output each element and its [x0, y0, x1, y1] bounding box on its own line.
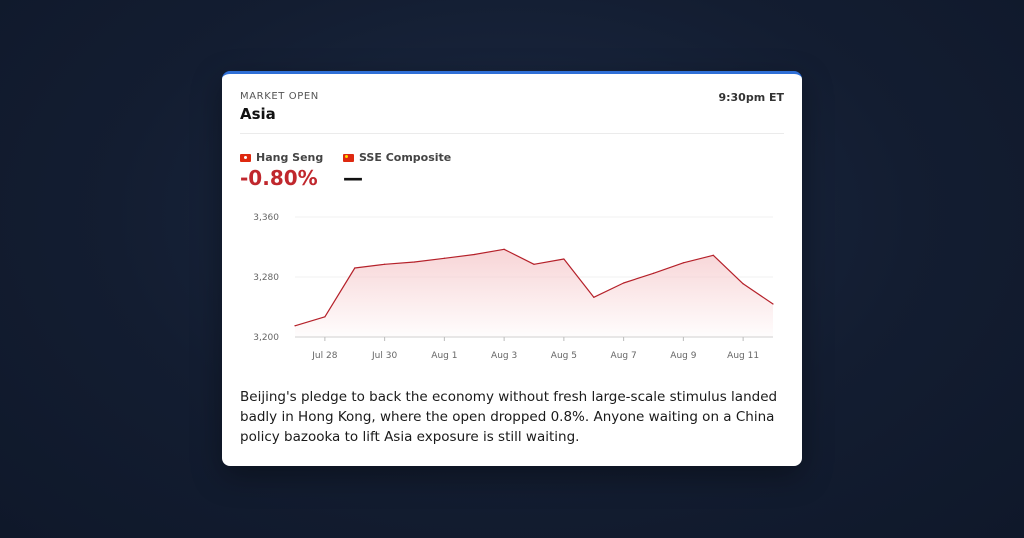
- y-tick-label: 3,280: [253, 273, 279, 283]
- data-point: [652, 272, 655, 274]
- data-point: [384, 263, 386, 265]
- data-point: [354, 267, 356, 269]
- x-tick-label: Aug 5: [551, 351, 577, 361]
- data-point: [593, 296, 595, 298]
- data-point: [324, 316, 326, 318]
- china-flag-icon: [343, 153, 354, 162]
- data-point: [563, 258, 565, 260]
- data-point: [742, 283, 744, 285]
- data-point: [503, 248, 505, 250]
- y-tick-label: 3,360: [253, 213, 279, 223]
- y-tick-label: 3,200: [253, 333, 279, 343]
- index-name: Hang Seng: [256, 151, 324, 164]
- x-tick-label: Aug 1: [431, 351, 457, 361]
- region-title: Asia: [240, 105, 276, 123]
- price-chart: 3,360 3,280 3,200 Jul 28 Jul 30 Aug 1 Aug 3 Aug…: [253, 213, 774, 361]
- data-point: [294, 325, 296, 327]
- index-hang-seng[interactable]: Hang Seng -0.80%: [240, 151, 323, 190]
- market-time: 9:30pm ET: [718, 91, 784, 104]
- index-name: SSE Composite: [359, 151, 452, 164]
- header-divider: [240, 133, 784, 134]
- market-status-label: MARKET OPEN: [240, 91, 319, 102]
- x-tick-label: Jul 28: [311, 351, 337, 361]
- x-tick-label: Aug 7: [611, 351, 637, 361]
- market-commentary: Beijing's pledge to back the economy wit…: [240, 389, 778, 445]
- data-point: [712, 254, 714, 256]
- index-sse-composite[interactable]: SSE Composite —: [343, 151, 451, 190]
- index-change: -0.80%: [240, 166, 318, 190]
- data-point: [533, 263, 535, 265]
- data-point: [443, 257, 445, 259]
- x-tick-label: Jul 30: [371, 351, 397, 361]
- hong-kong-flag-icon: [240, 153, 251, 162]
- data-point: [682, 262, 684, 264]
- x-tick-label: Aug 11: [727, 351, 759, 361]
- series-area: [295, 249, 773, 337]
- data-point: [772, 303, 774, 305]
- data-point: [623, 282, 625, 284]
- data-point: [413, 261, 416, 263]
- x-tick-label: Aug 3: [491, 351, 517, 361]
- market-card: MARKET OPEN Asia 9:30pm ET Hang Seng -0.…: [222, 71, 802, 466]
- data-point: [473, 253, 475, 256]
- index-change: —: [343, 166, 363, 190]
- x-tick-label: Aug 9: [670, 351, 696, 361]
